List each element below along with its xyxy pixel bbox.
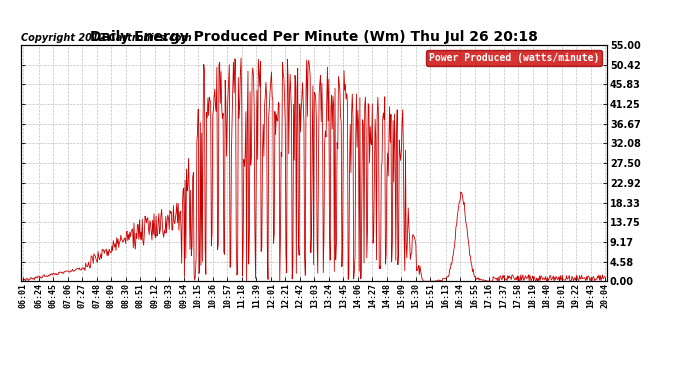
Text: Copyright 2012 Cartronics.com: Copyright 2012 Cartronics.com xyxy=(21,33,191,43)
Title: Daily Energy Produced Per Minute (Wm) Thu Jul 26 20:18: Daily Energy Produced Per Minute (Wm) Th… xyxy=(90,30,538,44)
Legend: Power Produced (watts/minute): Power Produced (watts/minute) xyxy=(426,50,602,66)
